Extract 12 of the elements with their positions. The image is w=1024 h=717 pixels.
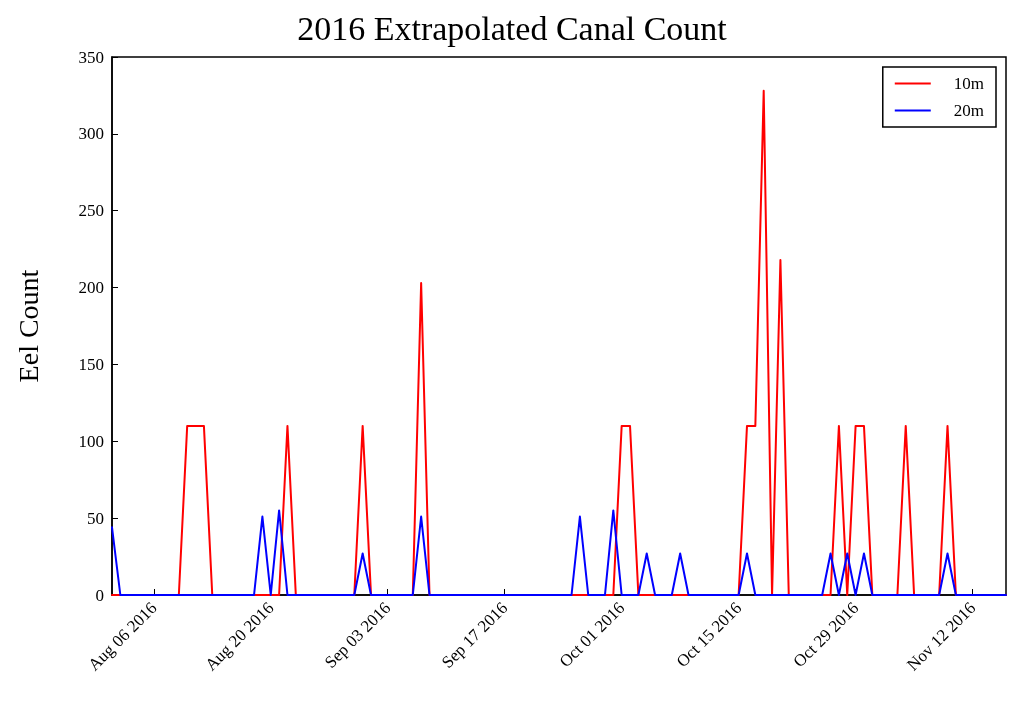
y-tick-label: 100 <box>78 431 104 451</box>
y-tick-label: 150 <box>78 354 104 374</box>
legend-label: 10m <box>953 74 985 93</box>
y-tick-label: 0 <box>95 585 104 605</box>
y-tick-label: 350 <box>78 47 104 67</box>
y-tick-label: 200 <box>78 278 104 298</box>
chart-title: 2016 Extrapolated Canal Count <box>297 9 728 47</box>
y-axis-title: Eel Count <box>12 269 44 383</box>
y-tick-label: 50 <box>87 508 104 528</box>
y-tick-label: 300 <box>78 124 104 144</box>
legend-label: 20m <box>953 101 985 120</box>
y-tick-label: 250 <box>78 201 104 221</box>
